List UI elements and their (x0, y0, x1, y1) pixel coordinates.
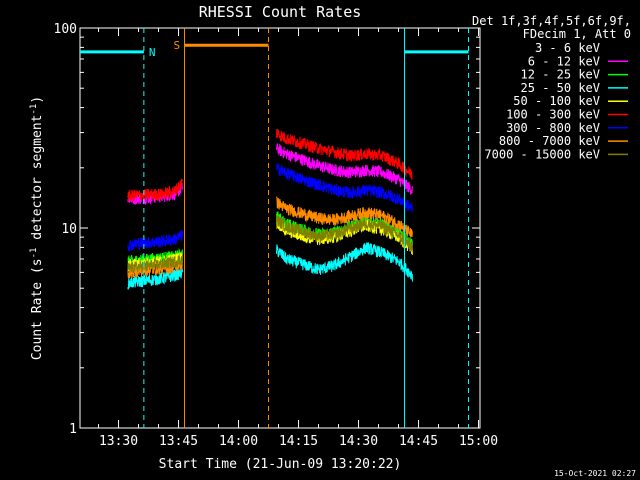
y-axis-label-sup1: -1 (29, 248, 39, 259)
series-line-6-segment-2 (276, 163, 413, 213)
legend-label-4: 50 - 100 keV (513, 94, 600, 108)
legend-label-2: 12 - 25 keV (521, 68, 600, 82)
x-tick-label: 14:00 (219, 434, 258, 449)
series-line-7-segment-2 (276, 196, 413, 238)
series-line-5-segment-1 (127, 178, 183, 202)
legend-label-3: 25 - 50 keV (521, 81, 600, 95)
series-line-8-segment-2 (276, 215, 413, 252)
legend-label-1: 6 - 12 keV (528, 54, 600, 68)
series-line-7-segment-1 (127, 259, 183, 279)
series-line-8-segment-1 (127, 254, 183, 274)
legend-label-6: 300 - 800 keV (506, 121, 600, 135)
y-tick-label: 100 (54, 22, 77, 37)
footer-timestamp: 15-Oct-2021 02:27 (554, 469, 636, 478)
legend-label-7: 800 - 7000 keV (499, 134, 600, 148)
series-line-6-segment-1 (127, 230, 183, 252)
series-line-1-segment-2 (276, 143, 413, 195)
series-line-5-segment-2 (276, 128, 413, 181)
series-line-3-segment-2 (276, 242, 413, 282)
legend-label-5: 100 - 300 keV (506, 108, 600, 122)
annotation-label-0: N (149, 46, 156, 59)
x-tick-label: 14:15 (279, 434, 318, 449)
series-line-3-segment-1 (127, 267, 183, 290)
legend-header-line-2: FDecim 1, Att 0 (523, 27, 631, 41)
legend-label-8: 7000 - 15000 keV (484, 147, 600, 161)
y-tick-label: 10 (61, 222, 77, 237)
plot-area: 1 10 100 13:30 13:45 14:00 14:15 14:30 14:45 15:0… (54, 22, 499, 449)
y-axis-label: Count Rate (s-1 detector segment-1) (29, 96, 45, 360)
annotation-label-1: S (174, 39, 181, 52)
y-axis-label-end: ) (30, 96, 45, 104)
x-tick-label: 14:30 (339, 434, 378, 449)
y-axis-label-sup2: -1 (29, 104, 39, 115)
x-axis-label: Start Time (21-Jun-09 13:20:22) (159, 457, 402, 472)
legend-label-0: 3 - 6 keV (535, 41, 600, 55)
x-tick-label: 15:00 (459, 434, 498, 449)
x-tick-label: 14:45 (399, 434, 438, 449)
legend-header-line-1: Det 1f,3f,4f,5f,6f,9f, (472, 14, 631, 28)
y-axis-label-mid: detector segment (30, 115, 45, 248)
x-tick-label: 13:30 (99, 434, 138, 449)
legend: Det 1f,3f,4f,5f,6f,9f, FDecim 1, Att 0 3… (472, 14, 631, 161)
y-tick-label: 1 (69, 422, 77, 437)
y-axis-label-main: Count Rate (s (30, 258, 45, 360)
chart-title: RHESSI Count Rates (199, 3, 362, 21)
x-tick-label: 13:45 (159, 434, 198, 449)
